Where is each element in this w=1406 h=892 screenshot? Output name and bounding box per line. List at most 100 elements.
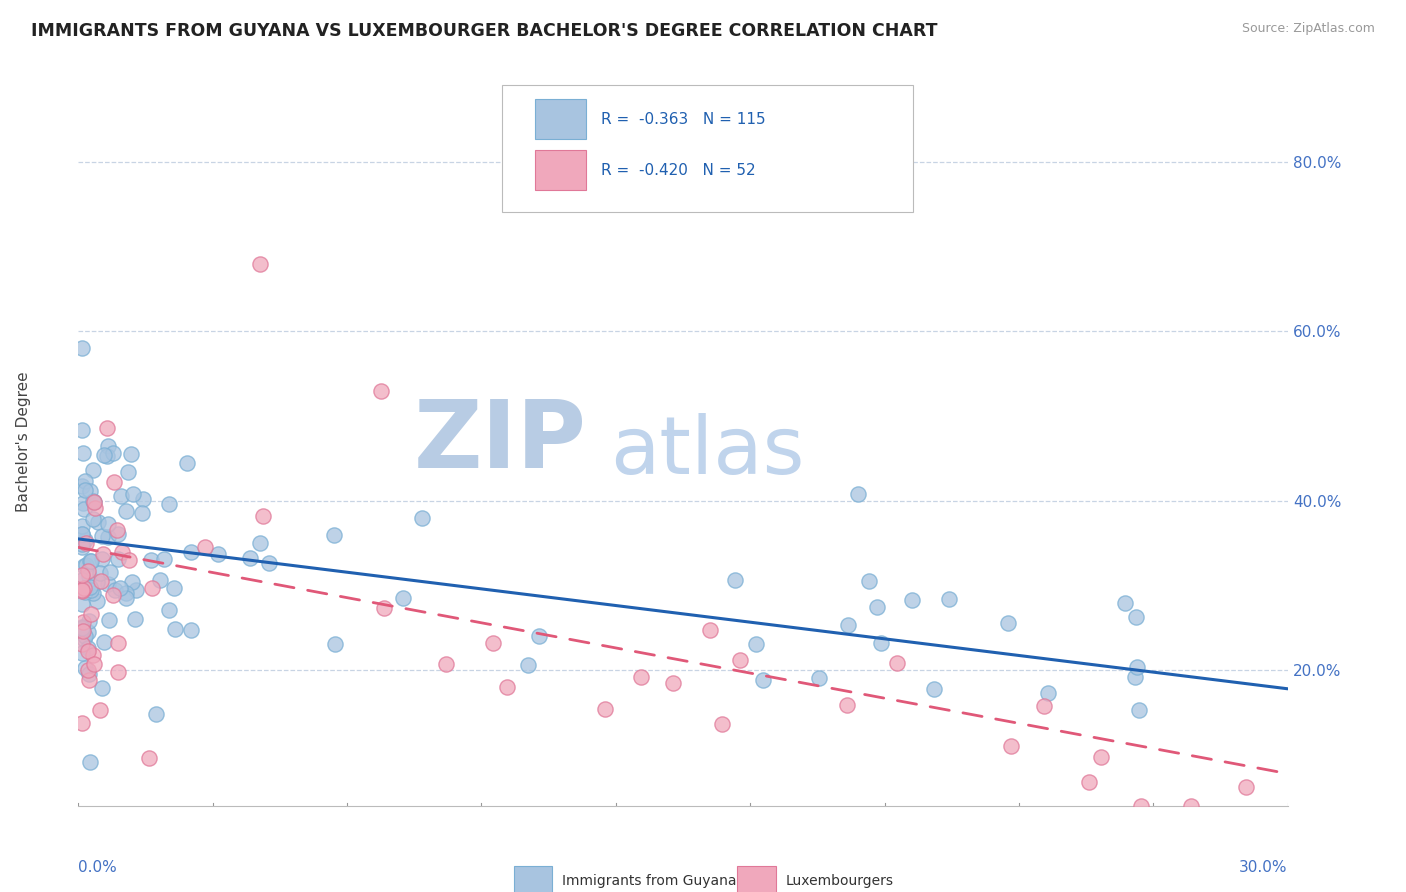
- Point: [72, 615, 94, 629]
- Point: [125, 583, 148, 598]
- Point: [75, 558, 97, 572]
- FancyBboxPatch shape: [536, 150, 586, 190]
- Point: [141, 581, 163, 595]
- Point: [835, 698, 858, 712]
- Point: [495, 680, 517, 694]
- Point: [1128, 703, 1150, 717]
- Point: [866, 600, 889, 615]
- Point: [1180, 798, 1202, 813]
- Point: [98, 566, 121, 580]
- Point: [107, 552, 129, 566]
- Point: [901, 593, 924, 607]
- Point: [922, 681, 945, 696]
- Point: [72, 527, 94, 541]
- Point: [72, 573, 94, 587]
- Point: [724, 573, 747, 587]
- Point: [82, 648, 104, 662]
- Point: [72, 540, 94, 554]
- Point: [79, 554, 101, 568]
- Point: [75, 483, 97, 497]
- Point: [115, 591, 138, 605]
- Point: [77, 644, 100, 658]
- Point: [1114, 596, 1136, 610]
- Point: [120, 447, 142, 461]
- Point: [149, 573, 172, 587]
- Text: 0.0%: 0.0%: [79, 860, 117, 875]
- Point: [153, 552, 176, 566]
- Point: [115, 503, 138, 517]
- Point: [107, 527, 129, 541]
- Point: [75, 585, 97, 599]
- Text: ZIP: ZIP: [413, 395, 586, 488]
- Point: [107, 665, 129, 679]
- Point: [858, 574, 880, 589]
- Point: [97, 439, 120, 453]
- Point: [1125, 670, 1147, 684]
- Point: [72, 479, 94, 493]
- Text: IMMIGRANTS FROM GUYANA VS LUXEMBOURGER BACHELOR'S DEGREE CORRELATION CHART: IMMIGRANTS FROM GUYANA VS LUXEMBOURGER B…: [31, 22, 938, 40]
- Point: [80, 554, 103, 568]
- Point: [93, 635, 115, 649]
- Point: [252, 508, 274, 523]
- Point: [1126, 660, 1149, 674]
- Text: R =  -0.420   N = 52: R = -0.420 N = 52: [600, 163, 755, 178]
- Point: [118, 553, 141, 567]
- Point: [97, 531, 120, 545]
- Point: [711, 717, 734, 731]
- Point: [72, 582, 94, 597]
- Point: [373, 601, 395, 615]
- Point: [72, 584, 94, 599]
- Point: [72, 423, 94, 437]
- Point: [96, 449, 118, 463]
- Point: [110, 581, 132, 595]
- Point: [997, 616, 1019, 631]
- Point: [79, 756, 101, 770]
- Point: [752, 673, 775, 687]
- Point: [249, 535, 271, 549]
- Point: [180, 624, 202, 638]
- Point: [73, 501, 96, 516]
- Text: Bachelor's Degree: Bachelor's Degree: [17, 371, 31, 512]
- Point: [886, 656, 908, 670]
- Point: [77, 564, 100, 578]
- Point: [837, 617, 859, 632]
- Point: [97, 516, 120, 531]
- Point: [72, 637, 94, 651]
- Point: [73, 558, 96, 573]
- Point: [72, 620, 94, 634]
- Point: [97, 613, 120, 627]
- Point: [157, 497, 180, 511]
- Point: [176, 456, 198, 470]
- Point: [86, 575, 108, 590]
- Point: [131, 506, 153, 520]
- Point: [77, 624, 100, 639]
- Text: Source: ZipAtlas.com: Source: ZipAtlas.com: [1241, 22, 1375, 36]
- Point: [370, 384, 392, 398]
- Point: [411, 511, 433, 525]
- Point: [79, 667, 101, 681]
- Point: [728, 653, 751, 667]
- Point: [89, 574, 111, 588]
- Point: [180, 545, 202, 559]
- Point: [80, 607, 103, 621]
- Text: 30.0%: 30.0%: [1239, 860, 1288, 875]
- Point: [1000, 739, 1022, 753]
- Point: [72, 496, 94, 510]
- Point: [434, 657, 457, 671]
- FancyBboxPatch shape: [536, 99, 586, 139]
- Point: [1038, 686, 1060, 700]
- Point: [1033, 698, 1056, 713]
- Point: [77, 614, 100, 628]
- Point: [91, 547, 114, 561]
- Point: [72, 646, 94, 660]
- Point: [89, 566, 111, 580]
- Point: [86, 594, 108, 608]
- Point: [194, 540, 217, 554]
- Point: [73, 581, 96, 595]
- Point: [516, 657, 538, 672]
- Point: [121, 486, 143, 500]
- Point: [72, 446, 94, 460]
- Point: [103, 446, 125, 460]
- Point: [72, 621, 94, 635]
- Point: [808, 671, 831, 685]
